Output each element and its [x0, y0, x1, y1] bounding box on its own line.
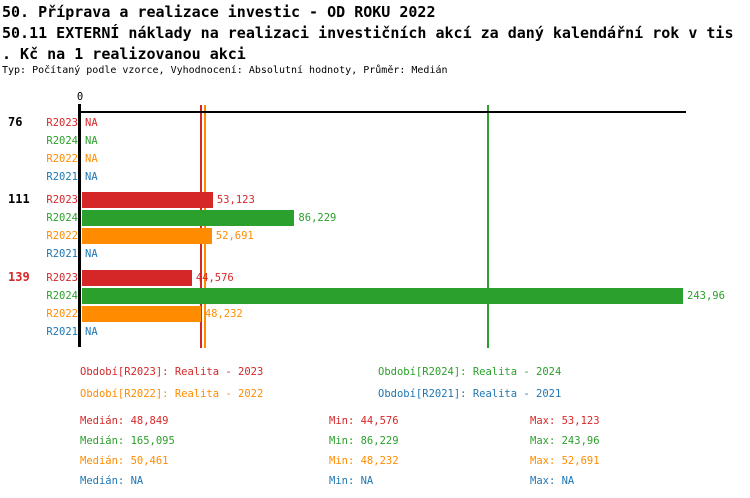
na-value-label: NA [85, 135, 98, 147]
legend-item-r2022: Období[R2022]: Realita - 2022 [80, 388, 264, 400]
bar-r2022-group-111 [82, 228, 212, 244]
series-row-label-r2022: R2022 [46, 230, 78, 242]
series-row-label-r2022: R2022 [46, 308, 78, 320]
stat-median-r2023: Medián: 48,849 [80, 415, 169, 427]
stat-median-r2022: Medián: 50,461 [80, 455, 169, 467]
x-axis-line [80, 111, 686, 113]
bar-value-label: 52,691 [215, 230, 254, 242]
series-row-label-r2024: R2024 [46, 290, 78, 302]
y-axis-line [78, 104, 81, 347]
report-title-line2: 50.11 EXTERNÍ náklady na realizaci inves… [2, 24, 734, 42]
x-axis-zero-label: 0 [76, 91, 84, 103]
stat-median-r2021: Medián: NA [80, 475, 144, 487]
bar-value-label: 44,576 [195, 272, 234, 284]
na-value-label: NA [85, 171, 98, 183]
legend-item-r2023: Období[R2023]: Realita - 2023 [80, 366, 264, 378]
series-row-label-r2022: R2022 [46, 153, 78, 165]
bar-r2024-group-111 [82, 210, 295, 226]
stat-max-r2022: Max: 52,691 [530, 455, 600, 467]
na-value-label: NA [85, 153, 98, 165]
series-row-label-r2021: R2021 [46, 248, 78, 260]
group-label-76: 76 [8, 115, 23, 129]
stat-max-r2024: Max: 243,96 [530, 435, 600, 447]
stat-min-r2024: Min: 86,229 [329, 435, 399, 447]
bar-value-label: 53,123 [216, 194, 255, 206]
bar-r2022-group-139 [82, 306, 201, 322]
na-value-label: NA [85, 326, 98, 338]
na-value-label: NA [85, 117, 98, 129]
bar-r2023-group-139 [82, 270, 192, 286]
series-row-label-r2023: R2023 [46, 117, 78, 129]
median-line-r2024 [486, 105, 489, 348]
bar-value-label: 86,229 [298, 212, 337, 224]
series-row-label-r2023: R2023 [46, 272, 78, 284]
group-label-139: 139 [8, 270, 30, 284]
stat-min-r2023: Min: 44,576 [329, 415, 399, 427]
median-line-r2023 [200, 105, 203, 348]
stat-median-r2024: Medián: 165,095 [80, 435, 175, 447]
stat-min-r2022: Min: 48,232 [329, 455, 399, 467]
group-label-111: 111 [8, 192, 30, 206]
median-line-r2022 [204, 105, 207, 348]
series-row-label-r2023: R2023 [46, 194, 78, 206]
stat-max-r2021: Max: NA [530, 475, 575, 487]
stat-min-r2021: Min: NA [329, 475, 374, 487]
na-value-label: NA [85, 248, 98, 260]
series-row-label-r2021: R2021 [46, 171, 78, 183]
series-row-label-r2024: R2024 [46, 212, 78, 224]
report-title-line3: . Kč na 1 realizovanou akci [2, 45, 246, 63]
bar-value-label: 243,96 [687, 290, 725, 302]
stat-max-r2023: Max: 53,123 [530, 415, 600, 427]
series-row-label-r2024: R2024 [46, 135, 78, 147]
legend-item-r2021: Období[R2021]: Realita - 2021 [378, 388, 562, 400]
series-row-label-r2021: R2021 [46, 326, 78, 338]
report-meta: Typ: Počítaný podle vzorce, Vyhodnocení:… [2, 65, 448, 76]
bar-value-label: 48,232 [204, 308, 243, 320]
bar-r2023-group-111 [82, 192, 213, 208]
legend-item-r2024: Období[R2024]: Realita - 2024 [378, 366, 562, 378]
report-title-line1: 50. Příprava a realizace investic - OD R… [2, 3, 436, 21]
bar-r2024-group-139 [82, 288, 683, 304]
